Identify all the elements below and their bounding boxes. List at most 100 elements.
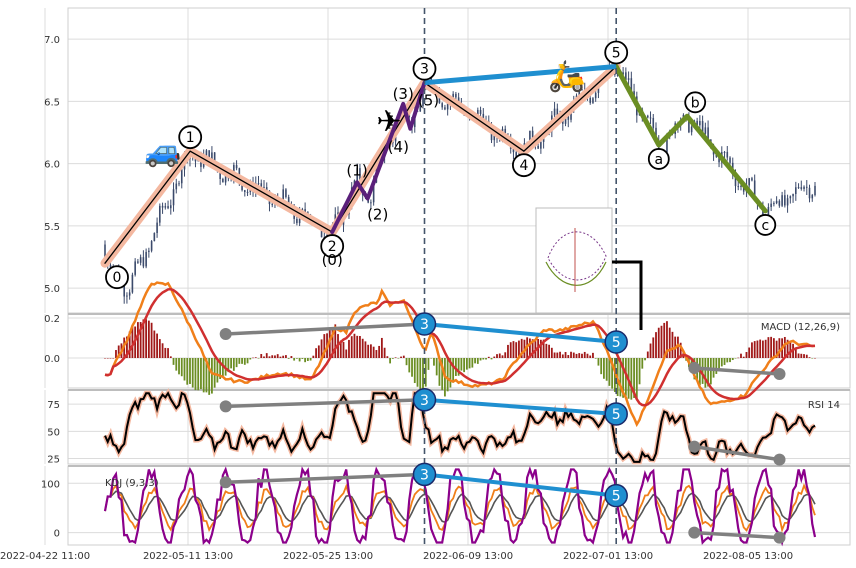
macd-hist-bar: [145, 319, 148, 358]
macd-hist-bar: [106, 358, 109, 359]
macd-hist-bar: [594, 358, 597, 359]
macd-hist-bar: [603, 358, 605, 379]
price-tick-label: 7.0: [44, 35, 60, 46]
candle-body: [337, 212, 339, 215]
candle-body: [770, 203, 772, 207]
kdj-divergence-label: 5: [612, 489, 621, 505]
macd-hist-bar: [191, 358, 194, 388]
macd-hist-bar: [775, 340, 778, 358]
wave-label-4-circle: [512, 153, 536, 178]
macd-hist-bar: [348, 339, 350, 358]
macd-hist-bar: [512, 341, 515, 358]
macd-hist-bar: [446, 358, 449, 392]
candle-body: [224, 173, 227, 183]
wave-label-0: 0: [113, 270, 122, 286]
candle-body: [359, 168, 361, 184]
x-tick-label: 2022-05-11 13:00: [143, 551, 233, 562]
macd-hist-bar: [104, 358, 106, 359]
wave-label-2-circle: [320, 234, 345, 258]
scooter-icon: 🛵: [548, 59, 585, 94]
candle-body: [627, 78, 630, 80]
candle-body: [666, 137, 668, 153]
macd-hist-bar: [507, 344, 509, 358]
rsi-line: [104, 391, 816, 463]
wave-sub-label: (3): [393, 85, 414, 103]
macd-hist-bar: [433, 358, 435, 366]
rsi-grey-marker: [688, 440, 701, 453]
macd-hist-bar: [169, 356, 172, 358]
candle-body: [372, 182, 375, 203]
macd-hist-bar: [386, 356, 389, 358]
macd-hist-bar: [260, 353, 263, 358]
macd-hist-bar: [117, 345, 120, 358]
candle-body: [740, 185, 742, 188]
macd-hist-bar: [276, 354, 279, 358]
macd-hist-bar: [726, 358, 729, 363]
candle-body: [208, 150, 210, 161]
macd-hist-bar: [729, 358, 731, 363]
macd-hist-bar: [498, 353, 501, 358]
macd-hist-bar: [770, 336, 773, 358]
wave-sub-label: (2): [367, 205, 388, 223]
macd-hist-bar: [797, 353, 800, 358]
macd-hist-bar: [315, 348, 317, 358]
candle-body: [422, 89, 424, 107]
candle-body: [211, 152, 213, 161]
candle-body: [696, 120, 698, 126]
macd-hist-bar: [109, 358, 112, 359]
macd-hist-bar: [663, 322, 666, 358]
candle-body: [737, 186, 740, 188]
rsi-tick-label: 50: [47, 427, 60, 438]
candle-body: [282, 189, 284, 204]
candle-body: [778, 200, 781, 206]
macd-hist-bar: [581, 353, 583, 358]
macd-hist-bar: [205, 358, 208, 393]
macd-hist-bar: [740, 353, 742, 358]
macd-hist-bar: [786, 339, 789, 358]
candle-body: [238, 168, 241, 180]
macd-hist-bar: [331, 327, 334, 358]
candle-body: [180, 169, 183, 184]
macd-hist-bar: [666, 321, 668, 358]
macd-tick-label: 0.2: [44, 314, 60, 325]
macd-hist-bar: [153, 330, 156, 358]
candle-body: [139, 257, 142, 263]
candle-body: [715, 154, 718, 157]
macd-hist-bar: [715, 358, 718, 374]
x-tick-label: 2022-04-22 11:00: [0, 551, 90, 562]
kdj-blue-divergence: [424, 472, 617, 498]
macd-hist-bar: [570, 351, 572, 358]
candle-body: [134, 261, 136, 275]
macd-hist-bar: [178, 358, 180, 375]
macd-hist-bar: [172, 358, 175, 365]
macd-hist-bar: [295, 358, 298, 359]
macd-hist-bar: [701, 358, 704, 384]
macd-hist-bar: [630, 358, 633, 400]
macd-hist-bar: [449, 358, 452, 388]
macd-hist-bar: [139, 322, 142, 358]
macd-hist-bar: [559, 351, 561, 358]
macd-grey-divergence-bottom: [694, 366, 780, 376]
macd-hist-bar: [142, 319, 145, 358]
macd-hist-bar: [359, 336, 361, 358]
macd-hist-bar: [353, 333, 356, 358]
macd-hist-bar: [405, 358, 408, 366]
macd-grey-marker: [773, 368, 786, 380]
macd-hist-bar: [378, 345, 381, 358]
panel-frames: [67, 7, 851, 546]
macd-hist-bar: [241, 358, 243, 364]
candle-body: [734, 175, 737, 187]
macd-hist-bar: [542, 339, 545, 358]
candle-body: [814, 185, 816, 196]
candle-body: [419, 106, 422, 112]
macd-hist-bar: [463, 358, 466, 373]
price-tick-label: 5.5: [44, 222, 60, 233]
macd-hist-bar: [115, 350, 117, 358]
macd-hist-bar: [282, 355, 285, 358]
candle-body: [655, 127, 657, 142]
candle-body: [296, 218, 298, 224]
macd-hist-bar: [254, 357, 257, 358]
macd-hist-bar: [529, 338, 531, 358]
x-tick-label: 2022-05-25 13:00: [283, 551, 373, 562]
macd-hist-bar: [718, 358, 720, 370]
